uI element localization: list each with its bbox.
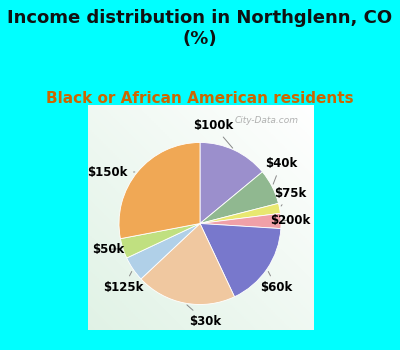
Text: $40k: $40k (265, 158, 297, 184)
Text: $125k: $125k (103, 272, 144, 294)
Wedge shape (141, 224, 234, 304)
Wedge shape (200, 224, 281, 297)
Text: $30k: $30k (187, 305, 222, 328)
Wedge shape (120, 224, 200, 258)
Wedge shape (200, 214, 281, 229)
Text: $60k: $60k (260, 272, 293, 294)
Wedge shape (200, 172, 278, 224)
Text: City-Data.com: City-Data.com (234, 116, 298, 125)
Text: $150k: $150k (88, 166, 135, 179)
Text: $75k: $75k (274, 187, 306, 206)
Text: Income distribution in Northglenn, CO
(%): Income distribution in Northglenn, CO (%… (8, 9, 392, 48)
Wedge shape (127, 224, 200, 279)
Text: Black or African American residents: Black or African American residents (46, 91, 354, 106)
Wedge shape (200, 142, 262, 224)
Text: $100k: $100k (193, 119, 234, 148)
Wedge shape (119, 142, 200, 239)
Text: $50k: $50k (92, 243, 124, 256)
Wedge shape (200, 203, 280, 224)
Text: $200k: $200k (270, 214, 310, 227)
